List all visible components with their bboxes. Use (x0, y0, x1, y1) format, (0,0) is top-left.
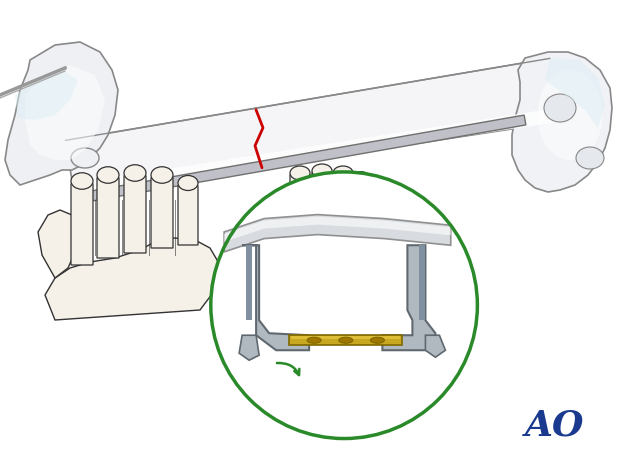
Ellipse shape (312, 164, 332, 178)
Text: AO: AO (525, 408, 585, 442)
Polygon shape (239, 335, 259, 360)
Ellipse shape (307, 337, 321, 343)
Ellipse shape (576, 147, 604, 169)
Polygon shape (352, 175, 370, 198)
Polygon shape (45, 238, 220, 320)
Ellipse shape (124, 165, 146, 181)
Ellipse shape (339, 337, 353, 343)
Ellipse shape (544, 94, 576, 122)
Polygon shape (383, 245, 435, 350)
Ellipse shape (71, 148, 99, 168)
Ellipse shape (178, 175, 198, 190)
Polygon shape (5, 42, 118, 185)
Ellipse shape (538, 70, 603, 160)
Polygon shape (71, 178, 93, 265)
Polygon shape (333, 170, 353, 200)
Polygon shape (66, 58, 560, 196)
Ellipse shape (370, 337, 384, 343)
Polygon shape (97, 172, 119, 258)
Polygon shape (312, 168, 332, 208)
Polygon shape (512, 52, 612, 192)
Polygon shape (425, 335, 445, 357)
Polygon shape (79, 115, 526, 203)
Polygon shape (275, 192, 375, 250)
Polygon shape (38, 210, 78, 278)
Circle shape (211, 172, 477, 438)
Polygon shape (224, 215, 451, 252)
Polygon shape (419, 245, 425, 320)
Ellipse shape (333, 166, 353, 180)
Polygon shape (178, 180, 198, 245)
Polygon shape (289, 335, 402, 345)
Ellipse shape (151, 167, 173, 183)
Ellipse shape (352, 172, 370, 185)
Polygon shape (124, 170, 146, 253)
Polygon shape (25, 65, 105, 160)
Polygon shape (246, 245, 252, 320)
Ellipse shape (290, 166, 310, 180)
Polygon shape (362, 178, 398, 220)
Polygon shape (291, 336, 401, 339)
Ellipse shape (97, 167, 119, 183)
Polygon shape (224, 217, 451, 242)
Polygon shape (290, 170, 310, 218)
Ellipse shape (71, 173, 93, 189)
Polygon shape (73, 108, 560, 196)
Polygon shape (242, 245, 309, 350)
Polygon shape (15, 72, 78, 120)
Polygon shape (545, 58, 605, 128)
Polygon shape (151, 172, 173, 248)
